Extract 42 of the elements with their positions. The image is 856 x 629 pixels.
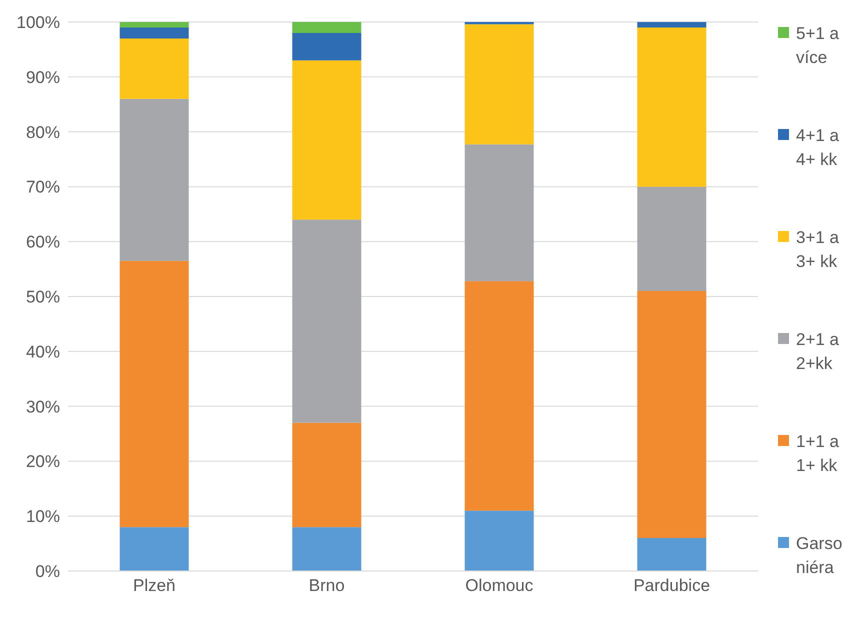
bar — [464, 24, 534, 144]
bar — [637, 186, 706, 292]
y-tick-label: 100% — [16, 13, 60, 32]
bar — [292, 220, 362, 423]
bar — [637, 538, 706, 571]
y-tick-label: 90% — [26, 68, 60, 87]
y-tick-label: 10% — [26, 507, 60, 526]
y-tick-label: 50% — [26, 288, 60, 307]
x-tick-label: Plzeň — [132, 576, 176, 596]
y-tick-label: 80% — [26, 122, 60, 142]
legend-label: 1+1 a 1+ kk — [796, 431, 840, 477]
legend-label: Garsoniéra — [796, 533, 844, 579]
y-tick-label: 0% — [35, 562, 60, 582]
bar — [637, 27, 706, 187]
bar — [292, 422, 362, 528]
bar — [120, 527, 189, 571]
x-tick-label: Olomouc — [465, 576, 534, 596]
y-tick-label: 60% — [26, 232, 60, 252]
bar — [464, 281, 534, 511]
bar — [292, 22, 362, 33]
legend-label: 3+1 a 3+ kk — [796, 227, 840, 273]
bar — [120, 98, 189, 261]
y-tick-label: 20% — [26, 452, 60, 472]
y-tick-label: 30% — [26, 397, 60, 416]
legend-label: 4+1 a 4+ kk — [796, 125, 840, 171]
bar — [464, 144, 534, 282]
bar — [637, 22, 706, 28]
bar — [292, 60, 362, 220]
bar — [120, 260, 189, 528]
x-tick-label: Brno — [308, 576, 345, 596]
bar — [292, 527, 362, 571]
x-tick-label: Pardubice — [633, 576, 710, 596]
bar — [120, 22, 189, 28]
bar — [120, 38, 189, 99]
y-tick-label: 70% — [26, 178, 60, 197]
y-tick-label: 40% — [26, 342, 60, 362]
bar — [292, 32, 362, 60]
bar — [637, 291, 706, 538]
bar — [120, 27, 189, 38]
bar — [464, 510, 534, 571]
legend-label: 2+1 a 2+kk — [796, 329, 840, 375]
legend-label: 5+1 a více — [796, 23, 840, 69]
